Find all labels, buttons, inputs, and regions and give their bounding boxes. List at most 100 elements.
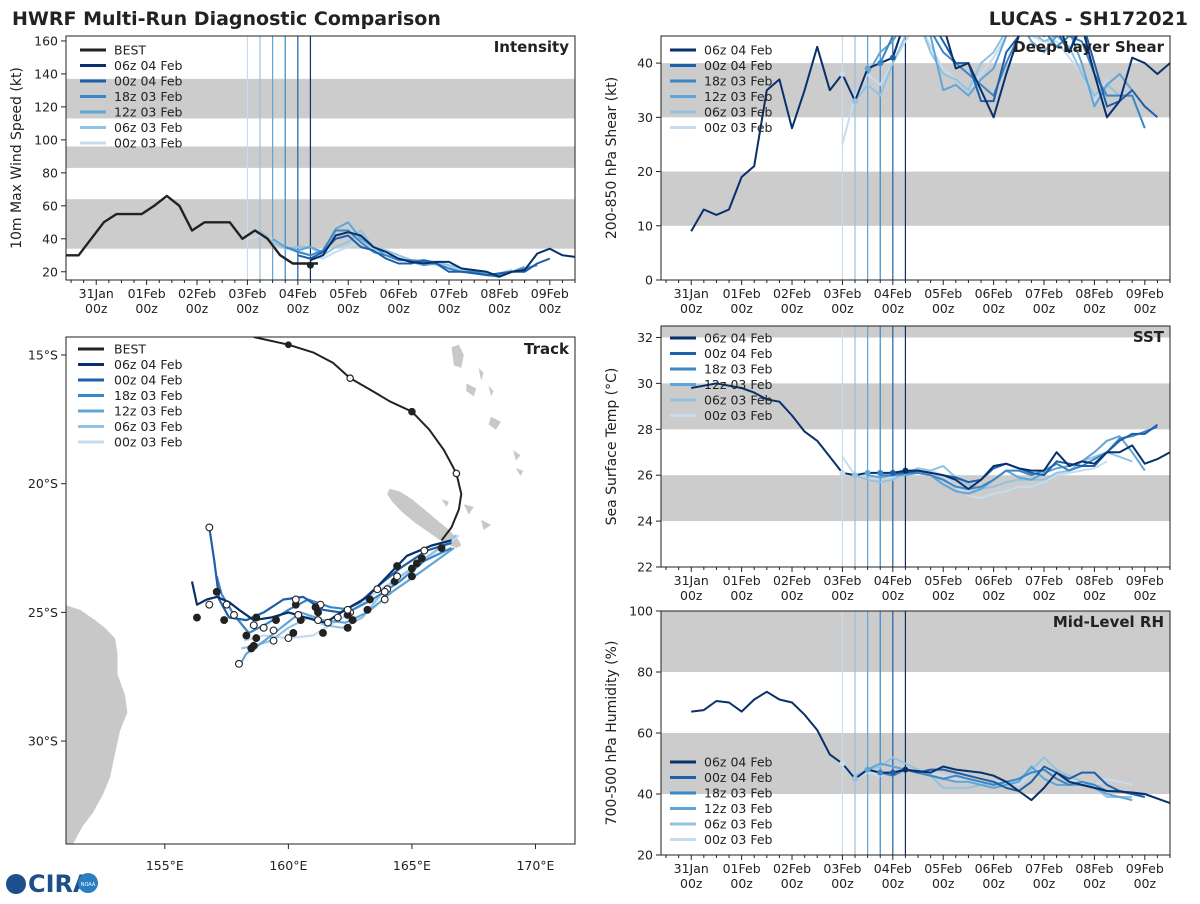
lat-tick-label: 15°S <box>28 348 58 363</box>
x-tick-label: 03Feb <box>823 861 861 876</box>
loyalty-island-2 <box>441 499 449 507</box>
map-frame <box>65 336 576 845</box>
y-tick-label: 40 <box>42 231 58 246</box>
track-open-marker <box>393 572 402 581</box>
x-tick-label: 07Feb <box>1025 286 1063 301</box>
track-open-marker <box>259 623 268 632</box>
x-tick-label: 31Jan <box>674 573 709 588</box>
init-marker-0 <box>839 760 846 767</box>
x-tick-label: 00z <box>831 301 854 316</box>
threshold-band-1 <box>661 611 1170 672</box>
legend-label: 06z 04 Feb <box>704 43 773 58</box>
x-tick-label: 00z <box>488 301 511 316</box>
legend-label: 00z 03 Feb <box>114 435 183 450</box>
track-open-marker <box>343 605 352 614</box>
series-line-12z-03-feb <box>866 36 1133 108</box>
init-marker-4 <box>889 769 896 776</box>
x-tick-label: 00z <box>539 301 562 316</box>
lat-tick-label: 30°S <box>28 734 58 749</box>
x-tick-label: 07Feb <box>430 286 468 301</box>
x-tick-label: 00z <box>730 588 753 603</box>
vanuatu-island-2 <box>466 383 477 397</box>
plot-area <box>661 326 1170 567</box>
y-axis-label: 200-850 hPa Shear (kt) <box>604 77 620 239</box>
y-tick-label: 10 <box>637 218 653 233</box>
init-marker-1 <box>852 98 859 105</box>
x-tick-label: 04Feb <box>874 573 912 588</box>
series-line-00z-03-feb <box>841 456 1108 500</box>
panel-title: Mid-Level RH <box>1053 613 1164 631</box>
x-tick-label: 00z <box>135 301 158 316</box>
x-tick-label: 06Feb <box>380 286 418 301</box>
plot-area <box>661 611 1170 855</box>
x-tick-label: 01Feb <box>723 861 761 876</box>
plot-frame <box>660 325 1171 568</box>
legend-label: 06z 03 Feb <box>114 120 183 135</box>
x-tick-label: 02Feb <box>773 286 811 301</box>
y-tick-label: 80 <box>42 165 58 180</box>
series-line-00z-04-feb <box>891 36 1159 119</box>
x-tick-label: 00z <box>982 588 1005 603</box>
x-tick-label: 08Feb <box>1075 286 1113 301</box>
track-filled-marker <box>343 623 352 632</box>
track-open-marker <box>205 523 214 532</box>
rh-panel: 20 40 60 80 100 700-500 hPa Humidity (%) 31Jan… <box>604 604 1171 891</box>
track-filled-marker <box>314 608 322 617</box>
track-filled-marker <box>289 629 298 637</box>
x-tick-label: 00z <box>882 876 905 891</box>
x-tick-label: 00z <box>831 588 854 603</box>
track-filled-marker <box>407 564 416 573</box>
track-open-marker <box>249 621 258 630</box>
x-tick-label: 00z <box>1033 301 1056 316</box>
legend-label: 18z 03 Feb <box>114 89 183 104</box>
plot-area <box>661 36 1170 280</box>
noaa-text: NOAA <box>81 882 96 888</box>
x-tick-label: 00z <box>1134 301 1157 316</box>
plot-area <box>66 36 575 280</box>
vanuatu-island-1 <box>478 367 484 381</box>
init-marker-3 <box>877 769 884 776</box>
threshold-band-1 <box>66 146 575 168</box>
series-line-18z-03-feb <box>284 229 538 278</box>
y-tick-label: 120 <box>34 99 58 114</box>
legend-label: 06z 03 Feb <box>704 105 773 120</box>
x-tick-label: 00z <box>1134 588 1157 603</box>
track-open-marker <box>333 613 342 622</box>
legend-label: 12z 03 Feb <box>114 105 183 120</box>
x-tick-label: 00z <box>186 301 209 316</box>
y-axis-label: 700-500 hPa Humidity (%) <box>604 641 620 826</box>
x-tick-label: 08Feb <box>480 286 518 301</box>
threshold-band-2 <box>661 326 1170 338</box>
x-tick-label: 00z <box>438 301 461 316</box>
legend-label: 06z 04 Feb <box>704 331 773 346</box>
x-tick-label: 00z <box>831 876 854 891</box>
x-tick-label: 09Feb <box>531 286 569 301</box>
legend-label: 00z 04 Feb <box>704 770 773 785</box>
track-open-marker <box>380 587 389 596</box>
loyalty-island-1 <box>481 519 491 530</box>
track-line-best <box>253 337 463 541</box>
noaa-icon <box>78 873 98 893</box>
series-line-18z-03-feb <box>879 768 1145 795</box>
x-tick-label: 09Feb <box>1126 286 1164 301</box>
x-tick-label: 08Feb <box>1075 573 1113 588</box>
y-tick-label: 30 <box>637 110 653 125</box>
track-line-00z-04-feb <box>208 527 452 622</box>
legend-label: 00z 03 Feb <box>704 120 773 135</box>
track-open-marker <box>291 595 300 604</box>
x-tick-label: 00z <box>680 588 703 603</box>
init-marker-5 <box>902 467 909 474</box>
x-tick-label: 00z <box>236 301 259 316</box>
legend-label: 18z 03 Feb <box>114 388 183 403</box>
best-track-open-marker <box>346 374 354 382</box>
y-tick-label: 140 <box>34 66 58 81</box>
x-tick-label: 00z <box>1033 876 1056 891</box>
panel-title: SST <box>1133 328 1165 346</box>
legend-label: 06z 04 Feb <box>114 58 183 73</box>
track-open-marker <box>373 585 382 594</box>
x-tick-label: 07Feb <box>1025 861 1063 876</box>
cira-logo: CIRA NOAA <box>6 870 98 898</box>
australia-landmass <box>66 604 129 844</box>
best-track-filled-marker <box>408 408 416 416</box>
